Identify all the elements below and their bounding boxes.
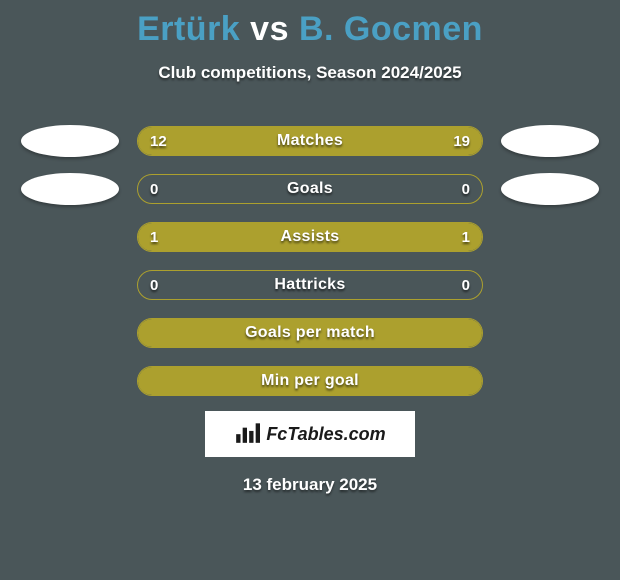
- player1-badge: [21, 173, 119, 205]
- bars-icon: [234, 419, 260, 450]
- stat-bar: 11Assists: [137, 222, 483, 252]
- comparison-row: Min per goal: [0, 365, 620, 397]
- stat-bar: Goals per match: [137, 318, 483, 348]
- stat-label: Goals: [138, 175, 482, 203]
- stat-bar: 00Goals: [137, 174, 483, 204]
- subtitle: Club competitions, Season 2024/2025: [0, 63, 620, 83]
- player2-name: B. Gocmen: [299, 10, 483, 48]
- branding-text: FcTables.com: [266, 424, 385, 445]
- comparison-row: 00Hattricks: [0, 269, 620, 301]
- stat-bar: 00Hattricks: [137, 270, 483, 300]
- vs-text: vs: [250, 10, 289, 48]
- stat-label: Hattricks: [138, 271, 482, 299]
- stat-label: Assists: [138, 223, 482, 251]
- comparison-row: Goals per match: [0, 317, 620, 349]
- page-title: Ertürk vs B. Gocmen: [0, 0, 620, 49]
- comparison-row: 00Goals: [0, 173, 620, 205]
- comparison-row: 1219Matches: [0, 125, 620, 157]
- stat-label: Matches: [138, 127, 482, 155]
- player2-badge: [501, 125, 599, 157]
- stat-label: Goals per match: [138, 319, 482, 347]
- comparison-row: 11Assists: [0, 221, 620, 253]
- stat-label: Min per goal: [138, 367, 482, 395]
- player1-badge: [21, 125, 119, 157]
- stat-bar: 1219Matches: [137, 126, 483, 156]
- stat-bar: Min per goal: [137, 366, 483, 396]
- branding-box: FcTables.com: [205, 411, 415, 457]
- footer-date: 13 february 2025: [0, 475, 620, 495]
- player1-name: Ertürk: [137, 10, 240, 48]
- player2-badge: [501, 173, 599, 205]
- comparison-rows: 1219Matches 00Goals 11Assists 00Hattricks Go…: [0, 125, 620, 397]
